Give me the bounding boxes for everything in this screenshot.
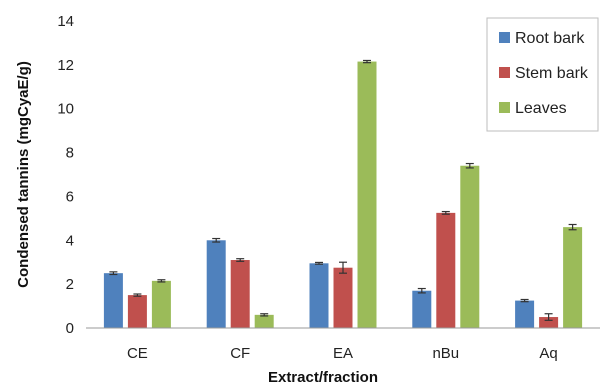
y-tick-label: 4 (66, 232, 74, 249)
bar-root-bark-nbu (412, 290, 432, 328)
y-tick-label: 2 (66, 276, 74, 293)
error-bar (520, 298, 529, 303)
bars (103, 59, 583, 328)
error-bar (212, 237, 221, 243)
bar-root-bark-cf (206, 240, 226, 328)
bar-stem-bark-cf (230, 260, 250, 328)
bar-root-bark-aq (515, 300, 535, 328)
legend-swatch (499, 32, 510, 43)
legend: Root bark Stem bark Leaves (486, 17, 599, 132)
error-bar (133, 293, 142, 297)
error-bar (544, 313, 553, 321)
error-bar (339, 261, 347, 274)
bar-root-bark-ce (103, 273, 123, 328)
error-bar (441, 210, 450, 215)
bar-leaves-nbu (460, 165, 480, 328)
legend-swatch (499, 102, 510, 113)
x-axis-title: Extract/fraction (268, 369, 378, 386)
error-bar (157, 279, 166, 283)
y-tick-label: 8 (66, 145, 74, 162)
error-bar (568, 223, 577, 231)
y-tick-label: 0 (66, 320, 74, 337)
legend-label: Stem bark (515, 65, 589, 82)
y-axis-ticks: 0 2 4 6 8 10 12 14 (57, 13, 74, 337)
y-tick-label: 6 (66, 188, 74, 205)
bar-leaves-ea (357, 61, 377, 328)
bar-stem-bark-ce (127, 295, 147, 328)
bar-stem-bark-ea (333, 267, 353, 328)
bar-stem-bark-aq (539, 317, 559, 328)
bar-leaves-cf (254, 314, 274, 328)
error-bar (315, 261, 323, 265)
legend-swatch (499, 67, 510, 78)
x-tick-label: nBu (432, 345, 459, 362)
y-axis-title: Condensed tannins (mgCyaE/g) (15, 61, 32, 288)
x-tick-label: Aq (539, 345, 557, 362)
legend-label: Root bark (515, 30, 585, 47)
error-bar (465, 162, 474, 169)
y-tick-label: 10 (57, 101, 74, 118)
error-bar (363, 59, 371, 64)
x-tick-label: EA (333, 345, 353, 362)
bar-leaves-ce (151, 280, 171, 328)
bar-stem-bark-nbu (436, 212, 456, 328)
x-tick-label: CE (127, 345, 148, 362)
error-bar (109, 271, 118, 276)
legend-label: Leaves (515, 100, 567, 117)
error-bar (236, 258, 245, 262)
y-tick-label: 14 (57, 13, 74, 30)
x-tick-label: CF (230, 345, 250, 362)
x-axis-ticks: CE CF EA nBu Aq (127, 345, 558, 362)
error-bar (417, 287, 426, 294)
error-bar (260, 313, 269, 317)
bar-leaves-aq (563, 227, 583, 328)
bar-root-bark-ea (309, 263, 329, 328)
y-tick-label: 12 (57, 57, 74, 74)
